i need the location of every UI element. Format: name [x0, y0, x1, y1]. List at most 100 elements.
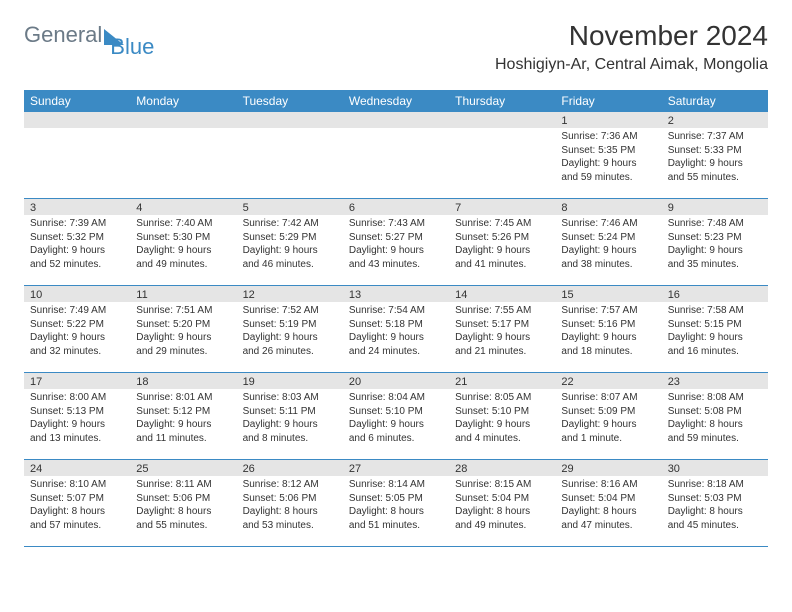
- sunrise-text: Sunrise: 7:45 AM: [455, 217, 549, 231]
- sunrise-text: Sunrise: 7:48 AM: [668, 217, 762, 231]
- daylight-text: Daylight: 9 hours and 41 minutes.: [455, 244, 549, 271]
- day-header-sunday: Sunday: [24, 90, 130, 112]
- daylight-text: Daylight: 9 hours and 18 minutes.: [561, 331, 655, 358]
- day-number: 11: [130, 286, 236, 302]
- day-number: 26: [237, 460, 343, 476]
- day-content: Sunrise: 8:04 AMSunset: 5:10 PMDaylight:…: [343, 389, 449, 449]
- daylight-text: Daylight: 8 hours and 59 minutes.: [668, 418, 762, 445]
- day-header-tuesday: Tuesday: [237, 90, 343, 112]
- daylight-text: Daylight: 8 hours and 47 minutes.: [561, 505, 655, 532]
- day-content: Sunrise: 8:11 AMSunset: 5:06 PMDaylight:…: [130, 476, 236, 536]
- day-cell: [449, 112, 555, 198]
- sunrise-text: Sunrise: 7:54 AM: [349, 304, 443, 318]
- week-row: 3Sunrise: 7:39 AMSunset: 5:32 PMDaylight…: [24, 199, 768, 286]
- day-cell: 24Sunrise: 8:10 AMSunset: 5:07 PMDayligh…: [24, 460, 130, 546]
- day-content: Sunrise: 8:03 AMSunset: 5:11 PMDaylight:…: [237, 389, 343, 449]
- day-number: 7: [449, 199, 555, 215]
- day-content: [449, 128, 555, 192]
- day-number: 15: [555, 286, 661, 302]
- day-cell: 21Sunrise: 8:05 AMSunset: 5:10 PMDayligh…: [449, 373, 555, 459]
- sunset-text: Sunset: 5:10 PM: [349, 405, 443, 419]
- sunrise-text: Sunrise: 7:40 AM: [136, 217, 230, 231]
- daylight-text: Daylight: 8 hours and 49 minutes.: [455, 505, 549, 532]
- day-number: 22: [555, 373, 661, 389]
- sunrise-text: Sunrise: 7:46 AM: [561, 217, 655, 231]
- daylight-text: Daylight: 8 hours and 51 minutes.: [349, 505, 443, 532]
- sunset-text: Sunset: 5:08 PM: [668, 405, 762, 419]
- daylight-text: Daylight: 9 hours and 13 minutes.: [30, 418, 124, 445]
- day-content: Sunrise: 8:10 AMSunset: 5:07 PMDaylight:…: [24, 476, 130, 536]
- day-content: Sunrise: 8:16 AMSunset: 5:04 PMDaylight:…: [555, 476, 661, 536]
- day-cell: [130, 112, 236, 198]
- day-content: Sunrise: 8:14 AMSunset: 5:05 PMDaylight:…: [343, 476, 449, 536]
- sunset-text: Sunset: 5:16 PM: [561, 318, 655, 332]
- sunset-text: Sunset: 5:06 PM: [243, 492, 337, 506]
- day-header-friday: Friday: [555, 90, 661, 112]
- sunset-text: Sunset: 5:27 PM: [349, 231, 443, 245]
- day-number: 21: [449, 373, 555, 389]
- day-number: 8: [555, 199, 661, 215]
- day-content: Sunrise: 7:42 AMSunset: 5:29 PMDaylight:…: [237, 215, 343, 275]
- day-number: 6: [343, 199, 449, 215]
- day-number: 10: [24, 286, 130, 302]
- day-number: 27: [343, 460, 449, 476]
- daylight-text: Daylight: 9 hours and 49 minutes.: [136, 244, 230, 271]
- day-content: Sunrise: 7:51 AMSunset: 5:20 PMDaylight:…: [130, 302, 236, 362]
- sunrise-text: Sunrise: 7:55 AM: [455, 304, 549, 318]
- sunrise-text: Sunrise: 7:49 AM: [30, 304, 124, 318]
- day-content: Sunrise: 7:49 AMSunset: 5:22 PMDaylight:…: [24, 302, 130, 362]
- sunrise-text: Sunrise: 7:43 AM: [349, 217, 443, 231]
- day-content: Sunrise: 7:54 AMSunset: 5:18 PMDaylight:…: [343, 302, 449, 362]
- logo: General Blue: [24, 22, 172, 48]
- sunset-text: Sunset: 5:35 PM: [561, 144, 655, 158]
- day-header-monday: Monday: [130, 90, 236, 112]
- day-content: Sunrise: 7:46 AMSunset: 5:24 PMDaylight:…: [555, 215, 661, 275]
- day-number: 2: [662, 112, 768, 128]
- sunrise-text: Sunrise: 8:04 AM: [349, 391, 443, 405]
- day-number: 18: [130, 373, 236, 389]
- day-cell: 18Sunrise: 8:01 AMSunset: 5:12 PMDayligh…: [130, 373, 236, 459]
- day-cell: 29Sunrise: 8:16 AMSunset: 5:04 PMDayligh…: [555, 460, 661, 546]
- day-number: 16: [662, 286, 768, 302]
- sunset-text: Sunset: 5:15 PM: [668, 318, 762, 332]
- day-number: 20: [343, 373, 449, 389]
- day-content: Sunrise: 8:07 AMSunset: 5:09 PMDaylight:…: [555, 389, 661, 449]
- day-cell: [237, 112, 343, 198]
- day-number: 23: [662, 373, 768, 389]
- day-cell: 30Sunrise: 8:18 AMSunset: 5:03 PMDayligh…: [662, 460, 768, 546]
- day-cell: 28Sunrise: 8:15 AMSunset: 5:04 PMDayligh…: [449, 460, 555, 546]
- day-cell: 14Sunrise: 7:55 AMSunset: 5:17 PMDayligh…: [449, 286, 555, 372]
- sunset-text: Sunset: 5:12 PM: [136, 405, 230, 419]
- sunset-text: Sunset: 5:24 PM: [561, 231, 655, 245]
- sunrise-text: Sunrise: 8:15 AM: [455, 478, 549, 492]
- day-cell: 27Sunrise: 8:14 AMSunset: 5:05 PMDayligh…: [343, 460, 449, 546]
- day-number: 5: [237, 199, 343, 215]
- day-content: Sunrise: 7:36 AMSunset: 5:35 PMDaylight:…: [555, 128, 661, 188]
- day-content: Sunrise: 8:01 AMSunset: 5:12 PMDaylight:…: [130, 389, 236, 449]
- sunset-text: Sunset: 5:09 PM: [561, 405, 655, 419]
- day-content: [130, 128, 236, 192]
- sunset-text: Sunset: 5:26 PM: [455, 231, 549, 245]
- day-cell: 5Sunrise: 7:42 AMSunset: 5:29 PMDaylight…: [237, 199, 343, 285]
- day-content: Sunrise: 7:52 AMSunset: 5:19 PMDaylight:…: [237, 302, 343, 362]
- sunset-text: Sunset: 5:03 PM: [668, 492, 762, 506]
- sunset-text: Sunset: 5:13 PM: [30, 405, 124, 419]
- sunset-text: Sunset: 5:10 PM: [455, 405, 549, 419]
- day-content: Sunrise: 8:00 AMSunset: 5:13 PMDaylight:…: [24, 389, 130, 449]
- day-cell: 15Sunrise: 7:57 AMSunset: 5:16 PMDayligh…: [555, 286, 661, 372]
- daylight-text: Daylight: 9 hours and 1 minute.: [561, 418, 655, 445]
- daylight-text: Daylight: 9 hours and 46 minutes.: [243, 244, 337, 271]
- daylight-text: Daylight: 9 hours and 16 minutes.: [668, 331, 762, 358]
- daylight-text: Daylight: 9 hours and 55 minutes.: [668, 157, 762, 184]
- day-number: 1: [555, 112, 661, 128]
- sunset-text: Sunset: 5:33 PM: [668, 144, 762, 158]
- sunset-text: Sunset: 5:05 PM: [349, 492, 443, 506]
- sunrise-text: Sunrise: 8:10 AM: [30, 478, 124, 492]
- daylight-text: Daylight: 9 hours and 21 minutes.: [455, 331, 549, 358]
- location-subtitle: Hoshigiyn-Ar, Central Aimak, Mongolia: [495, 56, 768, 74]
- day-cell: 23Sunrise: 8:08 AMSunset: 5:08 PMDayligh…: [662, 373, 768, 459]
- day-cell: 17Sunrise: 8:00 AMSunset: 5:13 PMDayligh…: [24, 373, 130, 459]
- day-cell: 7 Sunrise: 7:45 AMSunset: 5:26 PMDaylight…: [449, 199, 555, 285]
- day-number: [343, 112, 449, 128]
- sunrise-text: Sunrise: 8:18 AM: [668, 478, 762, 492]
